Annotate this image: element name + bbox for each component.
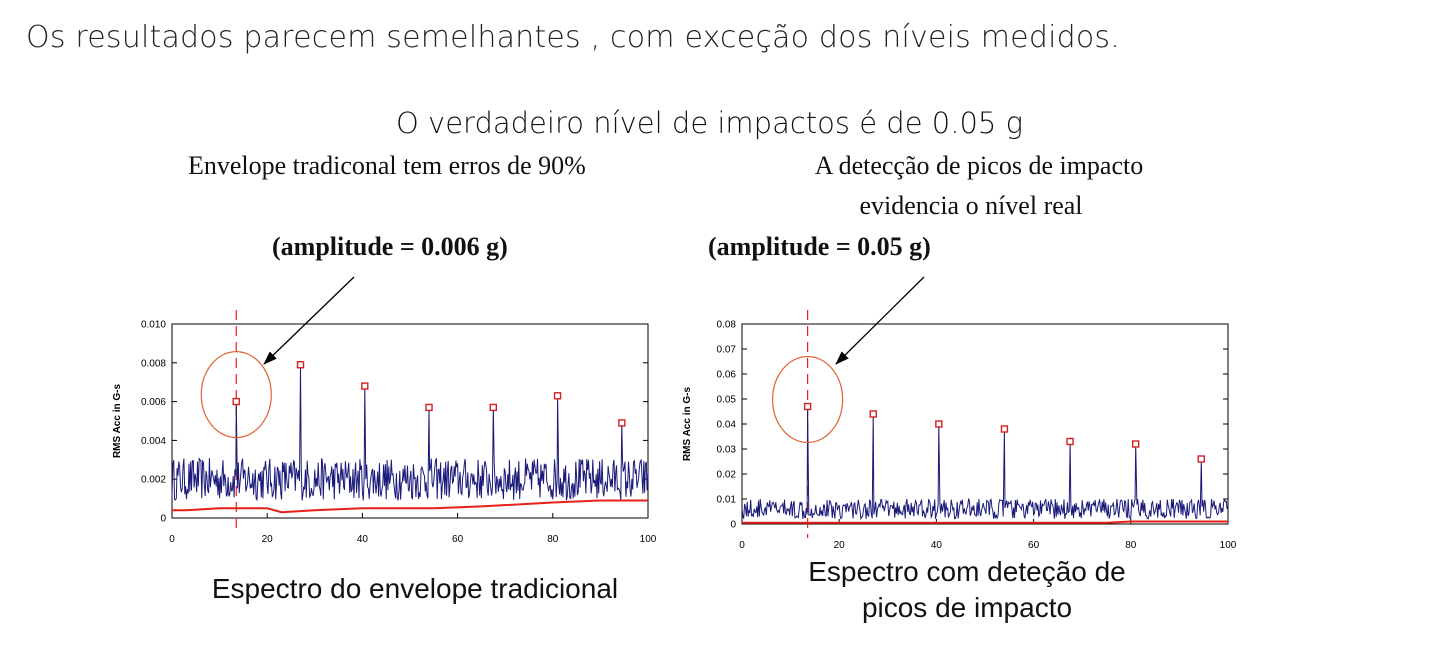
right-note-line1: A detecção de picos de impacto [814,151,1144,180]
left-amplitude: (amplitude = 0.006 g) [272,232,508,261]
x-tick-label: 100 [640,534,657,545]
x-tick-label: 40 [357,534,369,545]
highlight-circle [200,350,272,439]
peak-marker [296,361,305,369]
x-tick-label: 20 [262,534,274,545]
peak-marker [1131,440,1140,448]
peak-marker [1000,425,1009,433]
y-tick-label: 0.06 [717,370,737,381]
y-tick-label: 0.010 [141,320,166,331]
y-tick-label: 0 [730,520,736,531]
peak-marker [618,419,626,427]
highlight-circle [772,355,844,444]
peak-marker [869,410,877,418]
peak-marker [232,397,240,406]
y-axis-label: RMS Acc in G-s [682,387,693,462]
y-tick-label: 0 [160,514,166,525]
y-tick-label: 0.004 [141,436,166,447]
y-tick-label: 0.07 [717,345,737,356]
y-tick-label: 0.01 [717,495,737,506]
y-tick-label: 0.008 [141,358,166,369]
right-note-line2: evidencia o nível real [859,191,1083,220]
peak-marker [489,403,497,412]
y-tick-label: 0.006 [141,397,166,408]
plot-frame [171,323,649,519]
impact-peak-spectrum-chart: 0 0.01 0.02 0.03 0.04 0.05 0.06 0.07 0.08 0 20 40 60… [682,310,1237,551]
slide-subheading: O verdadeiro nível de impactos é de 0.05… [396,106,1023,140]
slide-heading: Os resultados parecem semelhantes , com … [26,20,1120,55]
x-tick-label: 0 [739,540,745,551]
y-tick-label: 0.05 [717,395,737,406]
x-tick-label: 80 [1125,540,1137,551]
right-chart-caption-line1: Espectro com deteção de [808,556,1126,587]
baseline-series-line [742,520,1228,524]
x-tick-label: 60 [452,534,464,545]
x-tick-label: 0 [169,534,175,545]
right-amplitude: (amplitude = 0.05 g) [708,232,931,261]
peak-marker [935,420,943,428]
y-tick-label: 0.08 [717,320,737,331]
signal-series-line [171,364,649,502]
y-tick-label: 0.03 [717,445,737,456]
x-tick-label: 80 [547,534,559,545]
y-tick-label: 0.002 [141,475,166,486]
peak-marker [553,392,562,400]
peak-marker [361,382,369,390]
signal-series-line [741,406,1229,521]
baseline-series-line [172,499,648,514]
right-chart-caption-line2: picos de impacto [861,592,1073,623]
x-tick-label: 60 [1028,540,1040,551]
x-tick-label: 40 [931,540,943,551]
peak-marker [803,402,812,411]
x-tick-label: 20 [834,540,846,551]
y-axis-label: RMS Acc in G-s [112,384,123,459]
peak-marker [1197,455,1205,463]
x-tick-label: 100 [1220,540,1237,551]
left-chart-caption: Espectro do envelope tradicional [211,573,619,604]
peak-marker [425,403,433,412]
peak-marker [1066,437,1074,446]
plot-frame [741,323,1229,525]
y-tick-label: 0.04 [717,420,737,431]
y-tick-label: 0.02 [717,470,737,481]
traditional-envelope-spectrum-chart: 0 0.002 0.004 0.006 0.008 0.010 0 20 40 60 80 100 RM… [112,310,657,545]
left-note: Envelope tradiconal tem erros de 90% [188,151,586,180]
